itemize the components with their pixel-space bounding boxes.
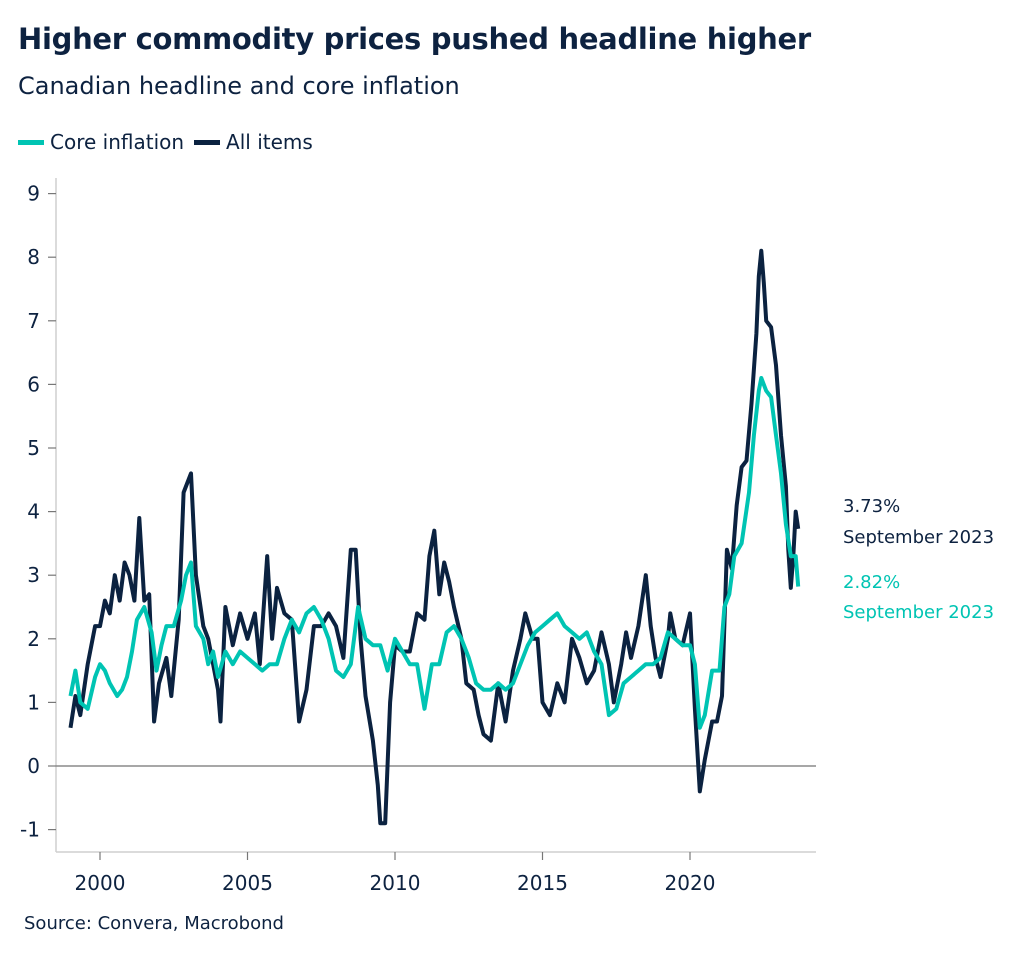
end-label-date-core-inflation: September 2023 bbox=[843, 602, 994, 623]
y-tick-label: 2 bbox=[27, 627, 40, 651]
chart-title: Higher commodity prices pushed headline … bbox=[18, 22, 811, 56]
y-tick-label: 7 bbox=[27, 309, 40, 333]
y-tick-label: 6 bbox=[27, 372, 40, 396]
x-tick-label: 2005 bbox=[222, 871, 273, 895]
legend: Core inflation All items bbox=[18, 130, 323, 154]
y-tick-label: 5 bbox=[27, 436, 40, 460]
x-tick-label: 2020 bbox=[665, 871, 716, 895]
end-label-date-all-items: September 2023 bbox=[843, 527, 994, 548]
legend-item-core: Core inflation bbox=[18, 130, 184, 154]
y-tick-label: 4 bbox=[27, 500, 40, 524]
legend-item-all-items: All items bbox=[194, 130, 313, 154]
legend-label-core: Core inflation bbox=[50, 130, 185, 154]
y-tick-label: 1 bbox=[27, 690, 40, 714]
y-tick-label: -1 bbox=[20, 818, 40, 842]
y-tick-label: 8 bbox=[27, 245, 40, 269]
legend-swatch-all-items bbox=[194, 139, 221, 145]
source-note: Source: Convera, Macrobond bbox=[24, 913, 284, 934]
x-tick-label: 2015 bbox=[517, 871, 568, 895]
y-tick-label: 3 bbox=[27, 563, 40, 587]
legend-swatch-core bbox=[18, 139, 44, 145]
y-tick-label: 9 bbox=[27, 182, 40, 206]
series-line-core-inflation bbox=[68, 376, 801, 730]
series-line-all-items bbox=[68, 248, 801, 826]
y-tick-label: 0 bbox=[27, 754, 40, 778]
end-label-value-core-inflation: 2.82% bbox=[843, 572, 900, 593]
legend-label-all-items: All items bbox=[226, 130, 313, 154]
end-label-value-all-items: 3.73% bbox=[843, 496, 900, 517]
x-tick-label: 2000 bbox=[75, 871, 126, 895]
x-tick-label: 2010 bbox=[370, 871, 421, 895]
chart-subtitle: Canadian headline and core inflation bbox=[18, 72, 460, 100]
